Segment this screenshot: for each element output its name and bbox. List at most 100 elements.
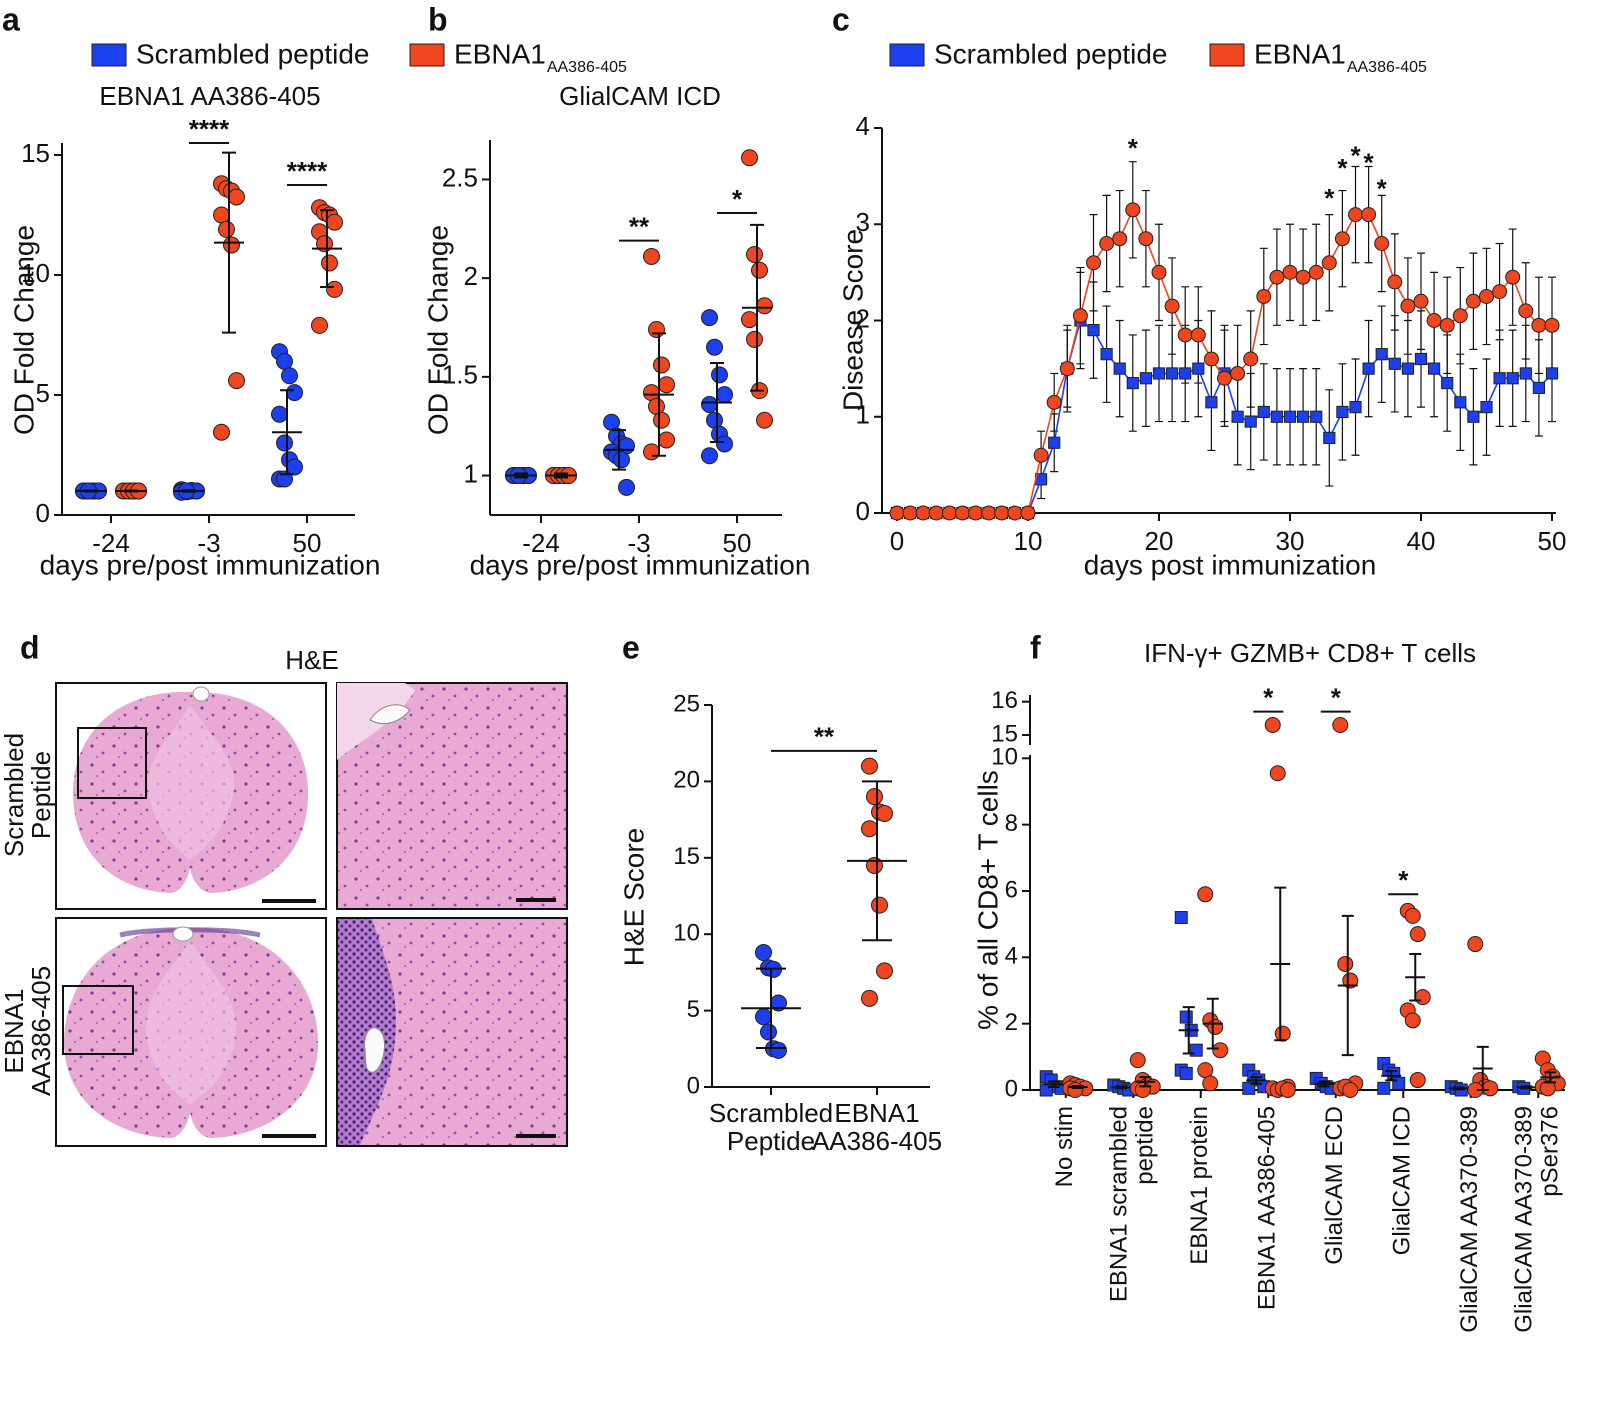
point [701,395,718,413]
panel-letter: c [832,1,850,37]
point [755,1008,772,1026]
point [1493,372,1506,385]
y-tick-label: 10 [991,744,1018,771]
y-axis-label: Disease Score [837,229,868,411]
x-tick-label: GlialCAM AA370-389 [1511,1106,1538,1333]
x-tick-label: 50 [1538,526,1567,556]
point [643,247,660,265]
row-label: Scrambled [0,733,29,857]
x-tick-label: 50 [293,528,322,558]
point [876,962,893,980]
gray-matter [146,940,236,1105]
legend-swatch [409,43,445,67]
legend-label: EBNA1 [454,38,546,69]
point [861,757,878,775]
point [716,435,733,453]
point [276,352,293,370]
point [321,254,338,272]
point [1177,327,1193,343]
point [281,367,298,385]
inset-box [77,727,147,799]
y-tick-label: 10 [673,920,700,947]
point [741,311,758,329]
point [1099,236,1115,251]
point [1375,348,1388,361]
y-tick-label: 15 [991,720,1018,747]
y-axis-label: % of all CD8+ T cells [972,770,1003,1030]
vessel [369,704,411,725]
significance-label: * [1324,183,1335,213]
point [1349,401,1362,414]
point [1202,1075,1219,1092]
point [1126,376,1139,390]
y-tick-label: 1 [464,458,478,488]
point [1531,317,1547,333]
point [871,896,888,914]
chart-title: IFN-γ+ GZMB+ CD8+ T cells [1144,638,1476,668]
point [1388,357,1401,370]
y-tick-label: 15 [21,138,50,168]
point [1539,1080,1556,1097]
x-tick-label: AA386-405 [812,1126,942,1156]
y-tick-label: 3 [856,207,870,237]
significance-label: * [1350,141,1361,171]
point [1067,1082,1084,1098]
y-tick-label: 6 [1005,876,1018,903]
point [1230,365,1246,381]
point [311,316,328,334]
point [1279,1082,1296,1098]
x-tick-label: 10 [1014,526,1043,556]
y-tick-label: 0 [36,498,50,528]
point [1086,255,1101,271]
legend-label: EBNA1 [1254,38,1346,69]
point [1414,352,1428,366]
point [1112,231,1128,247]
y-axis-label: H&E Score [618,828,649,967]
chart-title: EBNA1 AA386-405 [99,81,320,111]
point [751,261,768,279]
x-axis-label: days pre/post immunization [470,549,811,580]
point [746,330,763,348]
x-tick-label: 20 [1145,526,1174,556]
point [1409,926,1426,943]
point [1400,298,1416,314]
vessel [192,686,210,702]
x-tick-label: peptide [1132,1106,1159,1185]
y-tick-label: 2 [1005,1009,1018,1036]
point [1401,362,1415,375]
point [1274,1025,1291,1042]
x-tick-label: -24 [92,528,130,558]
point [915,505,931,521]
point [653,411,670,429]
point [1207,1018,1224,1035]
legend-swatch [91,43,127,67]
point [876,804,893,822]
point [1439,317,1455,333]
point [1283,410,1297,423]
y-tick-label: 25 [673,690,700,717]
y-tick-label: 1.5 [442,360,478,390]
row-label: AA386-405 [26,966,56,1096]
point [1544,317,1560,333]
point [1039,1083,1053,1097]
point [1087,324,1100,337]
y-tick-label: 0 [687,1072,700,1099]
legend-swatch [889,43,925,67]
point [228,188,245,206]
x-tick-label: No stim [1051,1106,1078,1187]
x-tick-label: -3 [627,528,650,558]
point [1125,202,1141,218]
significance-label: * [1377,173,1388,203]
x-tick-label: EBNA1 scrambled [1106,1106,1133,1302]
point [658,431,675,449]
point [1212,1042,1229,1059]
point [1545,367,1559,380]
point [1467,936,1484,953]
point [1387,274,1403,290]
y-tick-label: 0 [1005,1075,1018,1102]
x-axis-label: days pre/post immunization [40,549,381,580]
point [1007,505,1023,521]
point [613,451,630,469]
point [866,856,883,874]
